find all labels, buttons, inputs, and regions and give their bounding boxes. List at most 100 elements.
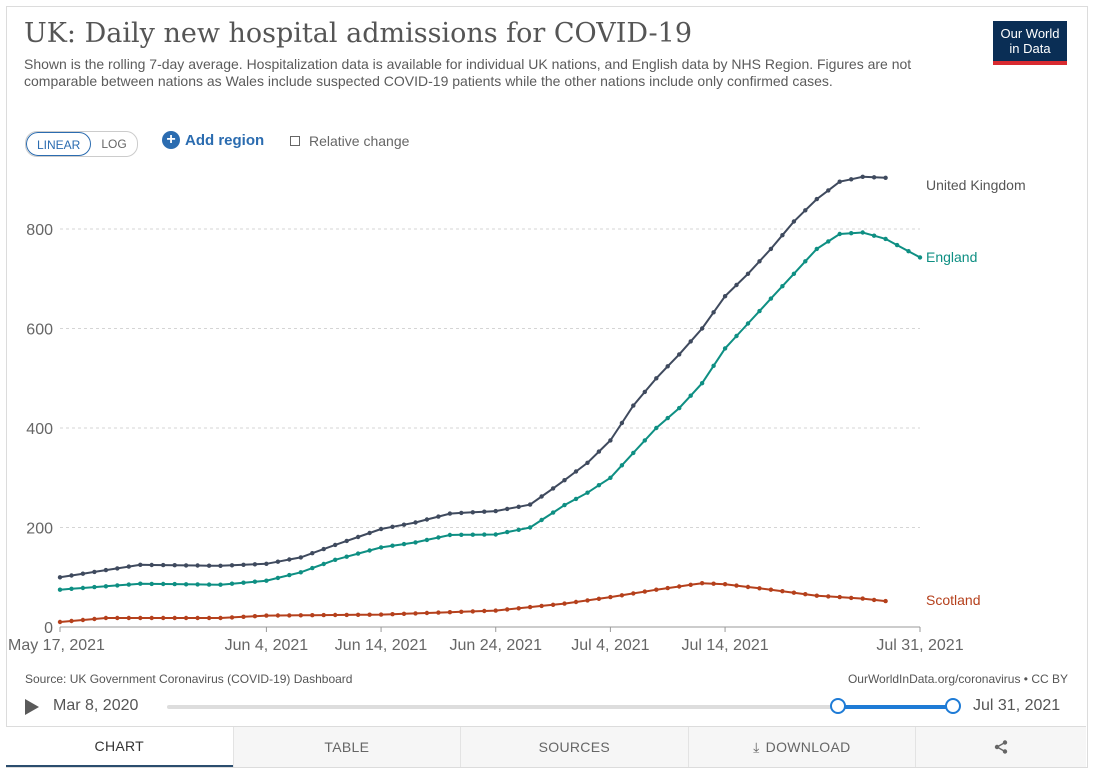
- data-point: [826, 239, 831, 244]
- data-point: [768, 587, 774, 592]
- data-point: [677, 352, 682, 357]
- data-point: [883, 598, 888, 604]
- data-point: [631, 403, 636, 408]
- data-point: [699, 581, 705, 586]
- data-point: [161, 562, 166, 568]
- x-tick-label: May 17, 2021: [8, 637, 105, 654]
- data-point: [298, 613, 303, 618]
- data-point: [631, 591, 636, 596]
- data-point: [138, 581, 143, 586]
- data-point: [711, 310, 716, 315]
- data-point: [264, 613, 269, 618]
- data-point: [367, 548, 372, 553]
- data-point: [378, 545, 384, 550]
- log-scale-button[interactable]: LOG: [101, 137, 127, 151]
- data-point: [814, 593, 819, 598]
- grid: 0 200 400 600 800 May 17, 2021 Jun 4, 2021 Jun …: [8, 222, 964, 654]
- data-point: [803, 259, 808, 264]
- data-point: [275, 575, 281, 581]
- data-point: [252, 614, 258, 619]
- data-point: [688, 339, 693, 344]
- data-point: [527, 604, 533, 610]
- data-point: [378, 526, 384, 532]
- data-point: [413, 520, 418, 525]
- y-tick-label: 200: [26, 521, 53, 538]
- data-point: [80, 571, 86, 576]
- data-point: [103, 615, 109, 621]
- data-point: [310, 565, 315, 571]
- data-point: [149, 562, 154, 568]
- data-point: [183, 582, 189, 587]
- data-point: [218, 615, 223, 621]
- timeline-selected-range: [837, 705, 954, 709]
- data-point: [229, 615, 235, 620]
- data-point: [172, 581, 177, 587]
- data-point: [654, 425, 659, 431]
- series-line-england: [59, 231, 921, 591]
- data-point: [608, 594, 613, 600]
- share-button[interactable]: [915, 727, 1087, 767]
- data-point: [619, 420, 625, 426]
- data-point: [115, 583, 120, 588]
- x-tick-label: Jul 14, 2021: [681, 637, 768, 654]
- tab-table[interactable]: TABLE: [232, 727, 461, 767]
- relative-change-checkbox[interactable]: Relative change: [290, 133, 409, 149]
- data-point: [814, 246, 819, 252]
- data-point: [665, 585, 670, 591]
- data-point: [436, 535, 441, 540]
- timeline-start-handle[interactable]: [830, 698, 846, 714]
- logo-line1: Our World: [1000, 26, 1060, 41]
- y-tick-label: 600: [26, 322, 53, 339]
- chart-frame: [6, 6, 1088, 768]
- checkbox-icon: [290, 136, 300, 146]
- data-point: [69, 586, 74, 591]
- share-icon: [994, 740, 1008, 754]
- data-point: [413, 540, 418, 545]
- data-point: [126, 582, 131, 587]
- add-region-button[interactable]: + Add region: [162, 131, 264, 149]
- data-point: [355, 534, 361, 540]
- data-point: [287, 613, 292, 618]
- data-point: [206, 615, 212, 621]
- plus-circle-icon: +: [162, 131, 180, 149]
- data-point: [849, 595, 854, 601]
- data-point: [711, 581, 716, 586]
- data-point: [516, 504, 521, 509]
- play-icon[interactable]: [25, 699, 39, 715]
- data-point: [436, 514, 441, 519]
- data-point: [69, 618, 74, 624]
- data-point: [871, 233, 877, 238]
- data-point: [734, 333, 739, 339]
- data-point: [333, 612, 338, 618]
- scale-toggle[interactable]: LINEAR LOG: [25, 131, 138, 157]
- data-point: [195, 563, 200, 568]
- timeline-end-handle[interactable]: [945, 698, 961, 714]
- data-point: [149, 581, 154, 587]
- data-point: [310, 613, 315, 618]
- data-point: [562, 502, 567, 508]
- owid-logo[interactable]: Our World in Data: [993, 21, 1067, 65]
- data-point: [493, 608, 498, 613]
- y-tick-label: 0: [44, 620, 53, 637]
- data-point: [573, 496, 579, 502]
- tab-chart[interactable]: CHART: [6, 727, 233, 767]
- timeline-end-label: Jul 31, 2021: [973, 697, 1061, 714]
- data-point: [505, 529, 510, 535]
- credit-link[interactable]: OurWorldInData.org/coronavirus • CC BY: [847, 672, 1068, 686]
- data-point: [195, 615, 200, 621]
- data-point: [287, 572, 292, 578]
- data-point: [699, 326, 705, 331]
- data-point: [355, 551, 361, 556]
- data-point: [906, 249, 911, 254]
- data-point: [917, 255, 923, 260]
- tab-sources[interactable]: SOURCES: [460, 727, 688, 767]
- linear-scale-button[interactable]: LINEAR: [26, 132, 92, 156]
- data-point: [791, 590, 797, 595]
- data-point: [115, 566, 120, 571]
- data-point: [677, 405, 682, 411]
- tab-download[interactable]: ⤓ DOWNLOAD: [687, 727, 916, 767]
- data-point: [619, 593, 625, 598]
- data-point: [229, 563, 235, 568]
- timeline-track[interactable]: [167, 698, 961, 714]
- x-tick-label: Jul 31, 2021: [876, 637, 963, 654]
